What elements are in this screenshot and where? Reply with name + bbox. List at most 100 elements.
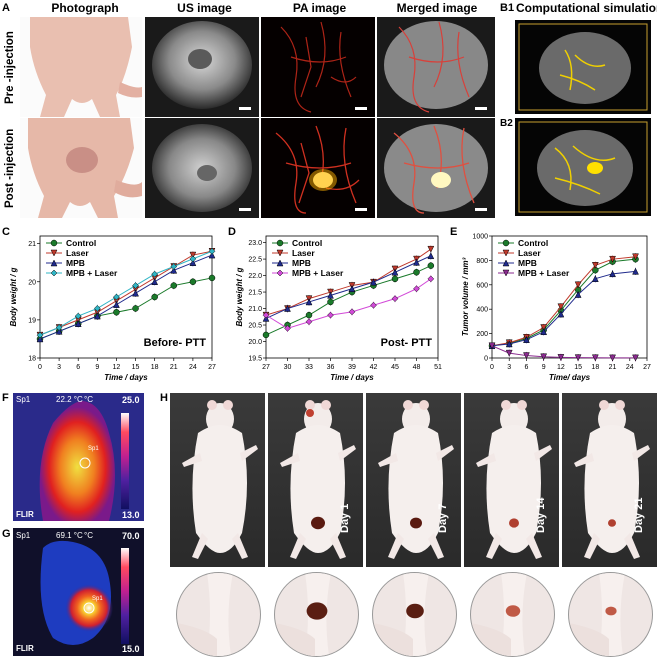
series-mpb (262, 252, 435, 323)
data-point (427, 245, 435, 253)
thermal-g-spot-label: Sp1 (16, 531, 31, 540)
wound-closeup (470, 572, 555, 657)
data-point (74, 320, 82, 327)
series-control (36, 274, 216, 343)
legend-label: Laser (518, 248, 541, 258)
x-tick-label: 27 (643, 364, 651, 371)
x-tick-label: 27 (208, 364, 216, 371)
data-point (505, 349, 513, 357)
data-point (113, 309, 120, 316)
wound-closeup (274, 572, 359, 657)
plot-frame (39, 235, 213, 359)
x-tick-label: 24 (626, 364, 634, 371)
flir-logo-f: FLIR (16, 510, 34, 519)
panel-b1-label: B1 (500, 2, 515, 14)
x-tick-label: 30 (284, 364, 292, 371)
data-point (151, 293, 158, 301)
x-tick-label: 9 (95, 364, 99, 371)
y-axis-label: Body weight / g (235, 267, 244, 326)
data-point (189, 278, 197, 285)
legend-marker (50, 239, 58, 247)
data-point (540, 328, 548, 336)
legend-label: Laser (66, 248, 89, 258)
merged-image-pre (377, 17, 495, 117)
legend-label: Laser (292, 248, 315, 258)
thermal-image-f (13, 393, 144, 521)
data-point (170, 282, 178, 289)
series-line (265, 255, 432, 319)
x-tick-label: 18 (151, 364, 159, 371)
y-tick-label: 800 (476, 258, 488, 265)
thermal-f-scale-max: 25.0 (122, 395, 140, 405)
x-tick-label: 51 (434, 364, 442, 371)
wound-closeup (372, 572, 457, 657)
legend-marker (502, 259, 510, 267)
pa-image-pre (261, 17, 375, 117)
thermal-g-reading: 69.1 °C (56, 531, 83, 540)
panel-f-label: F (2, 392, 9, 404)
x-tick-label: 33 (305, 364, 313, 371)
y-tick-label: 19.5 (248, 356, 262, 363)
data-point (262, 311, 270, 319)
legend-label: Control (518, 238, 548, 248)
y-tick-label: 20.0 (248, 339, 262, 346)
chart-annotation: Post- PTT (381, 337, 433, 349)
x-axis-label: Time/ days (549, 373, 591, 382)
y-tick-label: 0 (484, 356, 488, 363)
data-point (370, 278, 377, 286)
wound-closeup (568, 572, 653, 657)
thermal-f-spot-label: Sp1 (16, 395, 31, 404)
x-tick-label: 39 (348, 364, 356, 371)
data-point (208, 251, 216, 259)
series-line (265, 265, 432, 336)
data-point (609, 270, 616, 278)
data-point (413, 285, 420, 293)
data-point (208, 274, 216, 282)
column-header-us-image: US image (177, 1, 232, 15)
data-point (523, 352, 530, 360)
us-image-post (145, 118, 259, 218)
x-tick-label: 42 (370, 364, 378, 371)
data-point (36, 331, 44, 339)
x-tick-label: 15 (574, 364, 582, 371)
data-point (132, 289, 139, 297)
x-tick-label: 3 (57, 364, 61, 371)
data-point (632, 253, 639, 261)
data-point (327, 311, 334, 319)
legend-marker (276, 269, 284, 277)
series-mpb-laser (36, 247, 216, 339)
panel-b2-label: B2 (500, 118, 513, 129)
panel-h-label: H (160, 392, 168, 404)
x-tick-label: 15 (132, 364, 140, 371)
y-tick-label: 20.5 (248, 323, 262, 330)
data-point (523, 336, 530, 343)
simulation-b1 (515, 20, 651, 114)
data-point (609, 255, 616, 263)
mouse-photo-day-1 (268, 393, 363, 567)
legend-label: MPB + Laser (518, 268, 570, 278)
data-point (632, 267, 639, 275)
mouse-photo-baseline (170, 393, 265, 567)
x-tick-label: 9 (542, 364, 546, 371)
legend-marker (50, 259, 58, 267)
data-point (93, 312, 101, 320)
x-tick-label: 6 (76, 364, 80, 371)
legend-label: Control (292, 238, 322, 248)
day-label: Day 21 (633, 497, 645, 533)
y-tick-label: 200 (476, 331, 488, 338)
mouse-photo-day-7 (366, 393, 461, 567)
x-tick-label: 12 (113, 364, 121, 371)
data-point (540, 353, 548, 361)
data-point (55, 327, 63, 335)
data-point (591, 354, 599, 362)
thermal-g-scale-min: 15.0 (122, 644, 140, 654)
chart-annotation: Before- PTT (144, 337, 207, 349)
data-point (391, 268, 399, 276)
x-axis-label: Time / days (104, 373, 148, 382)
data-point (591, 262, 599, 269)
data-point (170, 266, 178, 274)
wound-closeup-row (170, 570, 657, 658)
series-line (39, 277, 213, 340)
data-point (55, 324, 63, 331)
mouse-photo-day-14 (464, 393, 559, 567)
